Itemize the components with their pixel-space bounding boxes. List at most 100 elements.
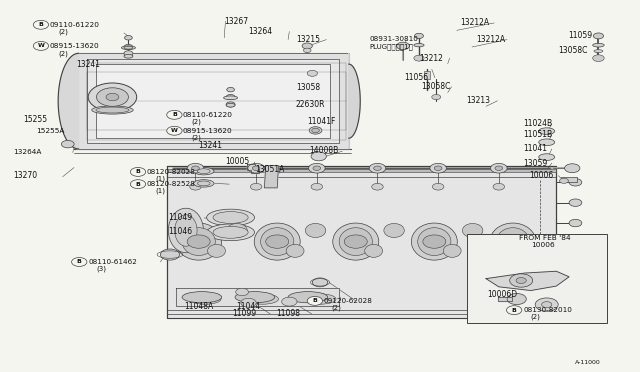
Circle shape bbox=[33, 20, 49, 29]
Text: 08931-30810: 08931-30810 bbox=[370, 36, 419, 42]
Polygon shape bbox=[58, 53, 79, 149]
Circle shape bbox=[248, 163, 264, 173]
Ellipse shape bbox=[593, 43, 604, 47]
Text: (2): (2) bbox=[531, 314, 541, 320]
Text: 11044: 11044 bbox=[236, 302, 260, 311]
Text: 11049: 11049 bbox=[169, 213, 193, 222]
Circle shape bbox=[507, 294, 526, 305]
Ellipse shape bbox=[193, 167, 214, 175]
Circle shape bbox=[535, 298, 558, 311]
Ellipse shape bbox=[384, 224, 404, 237]
Circle shape bbox=[569, 240, 582, 247]
Text: 13212A: 13212A bbox=[476, 35, 506, 44]
Text: 15255: 15255 bbox=[23, 115, 47, 124]
Circle shape bbox=[282, 297, 297, 306]
Ellipse shape bbox=[304, 294, 336, 304]
Circle shape bbox=[311, 183, 323, 190]
Circle shape bbox=[226, 102, 235, 107]
Ellipse shape bbox=[193, 180, 214, 187]
Circle shape bbox=[430, 163, 447, 173]
Circle shape bbox=[433, 183, 444, 190]
Bar bbox=[424, 71, 431, 78]
Text: 10006D: 10006D bbox=[487, 290, 518, 299]
Ellipse shape bbox=[207, 244, 225, 257]
Ellipse shape bbox=[124, 46, 133, 49]
Circle shape bbox=[569, 179, 582, 186]
Circle shape bbox=[309, 127, 322, 134]
Text: B: B bbox=[136, 182, 140, 187]
Circle shape bbox=[423, 235, 446, 248]
Text: 08120-82028: 08120-82028 bbox=[147, 169, 195, 175]
Circle shape bbox=[509, 274, 532, 287]
Circle shape bbox=[564, 164, 580, 173]
Circle shape bbox=[569, 219, 582, 227]
Text: 11051B: 11051B bbox=[523, 130, 552, 140]
Circle shape bbox=[125, 36, 132, 40]
Circle shape bbox=[311, 152, 326, 161]
Text: B: B bbox=[172, 112, 177, 117]
Circle shape bbox=[189, 183, 201, 190]
Circle shape bbox=[303, 48, 311, 52]
Ellipse shape bbox=[496, 228, 529, 256]
Circle shape bbox=[131, 167, 146, 176]
Ellipse shape bbox=[235, 292, 275, 303]
Circle shape bbox=[307, 296, 323, 305]
Circle shape bbox=[344, 235, 367, 248]
Text: 13270: 13270 bbox=[13, 171, 38, 180]
Ellipse shape bbox=[539, 154, 555, 160]
Text: FROM FEB '84: FROM FEB '84 bbox=[519, 235, 571, 241]
Ellipse shape bbox=[365, 244, 383, 257]
Ellipse shape bbox=[286, 244, 304, 257]
Circle shape bbox=[435, 166, 442, 170]
Text: 13267: 13267 bbox=[224, 17, 248, 26]
Circle shape bbox=[61, 140, 74, 148]
Bar bbox=[167, 169, 556, 172]
Text: 10005: 10005 bbox=[225, 157, 250, 166]
Circle shape bbox=[369, 163, 386, 173]
Circle shape bbox=[414, 55, 424, 61]
Text: 13215: 13215 bbox=[296, 35, 320, 44]
Ellipse shape bbox=[175, 215, 197, 246]
Text: (1): (1) bbox=[156, 187, 165, 194]
Circle shape bbox=[124, 51, 133, 56]
Text: 11098: 11098 bbox=[276, 310, 301, 318]
FancyBboxPatch shape bbox=[467, 234, 607, 323]
Circle shape bbox=[495, 166, 502, 170]
Ellipse shape bbox=[207, 209, 255, 226]
Polygon shape bbox=[497, 297, 511, 301]
Ellipse shape bbox=[260, 228, 294, 256]
Circle shape bbox=[106, 93, 119, 101]
Text: (2): (2) bbox=[58, 50, 68, 57]
Text: (3): (3) bbox=[97, 265, 106, 272]
Polygon shape bbox=[246, 164, 259, 173]
Text: B: B bbox=[512, 308, 516, 312]
Polygon shape bbox=[486, 271, 569, 291]
Polygon shape bbox=[176, 288, 339, 307]
Ellipse shape bbox=[594, 49, 603, 52]
Text: A-11000: A-11000 bbox=[575, 360, 601, 365]
Ellipse shape bbox=[339, 228, 372, 256]
Circle shape bbox=[312, 278, 328, 287]
Circle shape bbox=[236, 288, 248, 296]
Ellipse shape bbox=[122, 46, 136, 49]
Circle shape bbox=[33, 41, 49, 50]
Circle shape bbox=[432, 94, 441, 100]
Circle shape bbox=[88, 83, 137, 111]
Text: 11059: 11059 bbox=[568, 31, 592, 41]
Ellipse shape bbox=[300, 292, 340, 306]
Text: 13264: 13264 bbox=[248, 27, 273, 36]
Circle shape bbox=[559, 178, 568, 183]
Ellipse shape bbox=[197, 169, 210, 174]
Text: 10006: 10006 bbox=[531, 242, 554, 248]
Ellipse shape bbox=[197, 181, 210, 186]
Ellipse shape bbox=[242, 292, 284, 306]
Text: W: W bbox=[38, 44, 44, 48]
Text: 13058C: 13058C bbox=[422, 82, 451, 91]
Circle shape bbox=[312, 128, 319, 133]
Text: 13058C: 13058C bbox=[558, 46, 588, 55]
Text: 11041F: 11041F bbox=[307, 118, 335, 126]
Ellipse shape bbox=[92, 106, 133, 114]
Circle shape bbox=[307, 70, 317, 76]
Text: 09120-62028: 09120-62028 bbox=[323, 298, 372, 304]
Text: 10006: 10006 bbox=[529, 171, 553, 180]
